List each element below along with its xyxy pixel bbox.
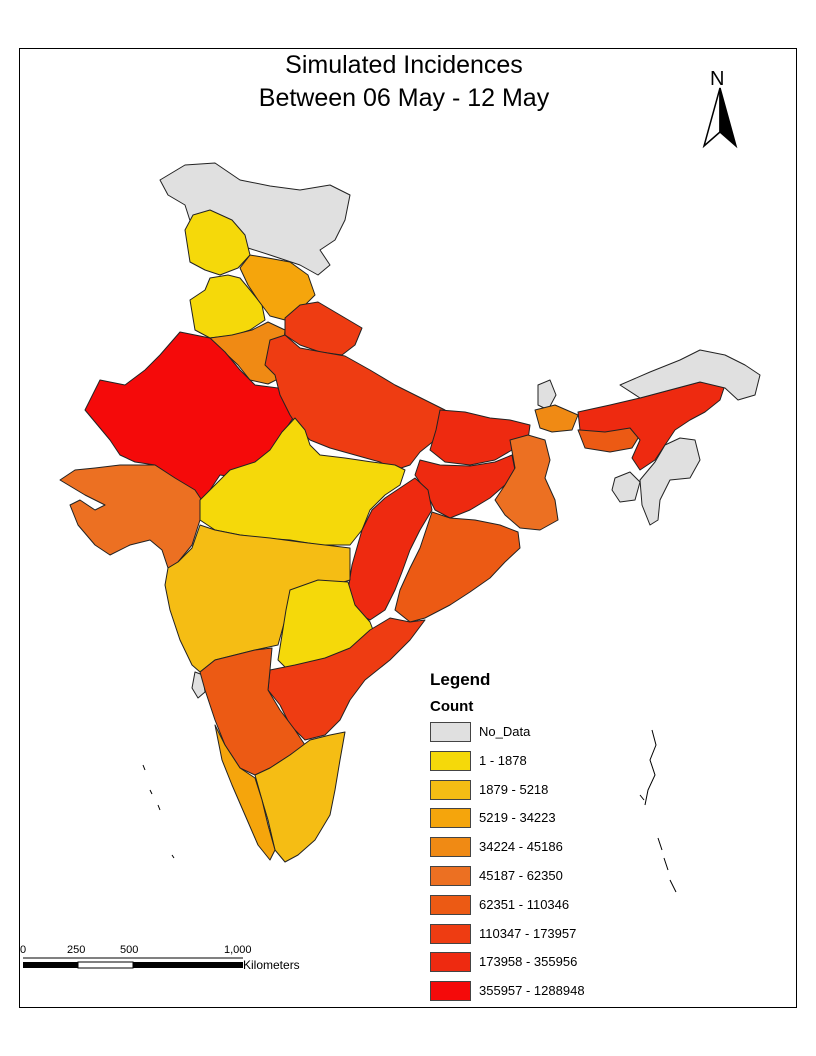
map-title-line1: Simulated Incidences bbox=[285, 51, 523, 79]
legend-label: No_Data bbox=[479, 724, 531, 739]
legend-label: 5219 - 34223 bbox=[479, 810, 556, 826]
legend-item: 45187 - 62350 bbox=[430, 865, 630, 895]
region-tamil-nadu bbox=[254, 731, 346, 863]
legend-label: 1879 - 5218 bbox=[479, 781, 549, 797]
region-north-bengal bbox=[534, 404, 579, 433]
legend-label: 110347 - 173957 bbox=[479, 925, 577, 941]
scale-tick-500: 500 bbox=[120, 944, 139, 956]
legend-item: 110347 - 173957 bbox=[430, 923, 630, 953]
region-tripura bbox=[611, 471, 641, 503]
legend-item: 1879 - 5218 bbox=[430, 779, 630, 809]
region-uttarakhand bbox=[239, 254, 316, 321]
legend-item: 5219 - 34223 bbox=[430, 808, 630, 837]
legend-label: 173958 - 355956 bbox=[479, 954, 578, 970]
region-uttarakhand-east bbox=[284, 301, 363, 356]
scale-unit: Kilometers bbox=[243, 958, 300, 972]
region-odisha bbox=[394, 511, 521, 623]
legend-items: No_Data 1 - 1878 1879 - 5218 5219 - 34223 34… bbox=[430, 722, 630, 1010]
legend-item: 173958 - 355956 bbox=[430, 952, 630, 981]
legend-label: 45187 - 62350 bbox=[479, 867, 563, 883]
legend-swatch bbox=[430, 923, 471, 944]
legend-swatch bbox=[430, 981, 471, 1002]
north-label: N bbox=[710, 68, 725, 90]
region-west-bengal bbox=[494, 434, 559, 531]
map-legend: Legend Count No_Data 1 - 1878 1879 - 5218 5… bbox=[430, 670, 630, 1010]
legend-swatch bbox=[430, 808, 471, 829]
legend-subheading: Count bbox=[430, 698, 474, 715]
region-uttar-pradesh bbox=[264, 334, 446, 471]
region-gujarat bbox=[59, 464, 206, 569]
legend-swatch bbox=[430, 779, 471, 800]
nicobar-islands bbox=[657, 837, 677, 893]
scale-bar bbox=[23, 957, 243, 969]
legend-label: 62351 - 110346 bbox=[479, 896, 570, 912]
region-sikkim bbox=[537, 379, 557, 411]
scale-tick-0: 0 bbox=[20, 944, 27, 956]
legend-item: 34224 - 45186 bbox=[430, 837, 630, 866]
map-frame bbox=[19, 48, 797, 1008]
region-northeast-top bbox=[619, 349, 761, 401]
legend-item: 62351 - 110346 bbox=[430, 894, 630, 924]
scale-tick-250: 250 bbox=[67, 944, 86, 956]
scale-tick-1000: 1,000 bbox=[224, 944, 252, 956]
legend-swatch bbox=[430, 722, 471, 742]
legend-label: 355957 - 1288948 bbox=[479, 983, 585, 999]
legend-label: 34224 - 45186 bbox=[479, 839, 563, 855]
legend-item: No_Data bbox=[430, 722, 630, 751]
legend-swatch bbox=[430, 865, 471, 886]
legend-label: 1 - 1878 bbox=[479, 752, 527, 768]
region-northeast-south bbox=[639, 437, 701, 526]
north-arrow-icon bbox=[702, 87, 738, 149]
legend-swatch bbox=[430, 952, 471, 973]
legend-swatch bbox=[430, 837, 471, 858]
legend-item: 355957 - 1288948 bbox=[430, 981, 630, 1010]
legend-heading: Legend bbox=[430, 670, 491, 689]
andaman-islands bbox=[639, 729, 657, 806]
map-title-line2: Between 06 May - 12 May bbox=[258, 84, 550, 112]
region-kerala bbox=[214, 724, 276, 861]
legend-swatch bbox=[430, 894, 471, 915]
lakshadweep-islands bbox=[142, 764, 175, 859]
legend-item: 1 - 1878 bbox=[430, 750, 630, 780]
legend-swatch bbox=[430, 750, 471, 771]
